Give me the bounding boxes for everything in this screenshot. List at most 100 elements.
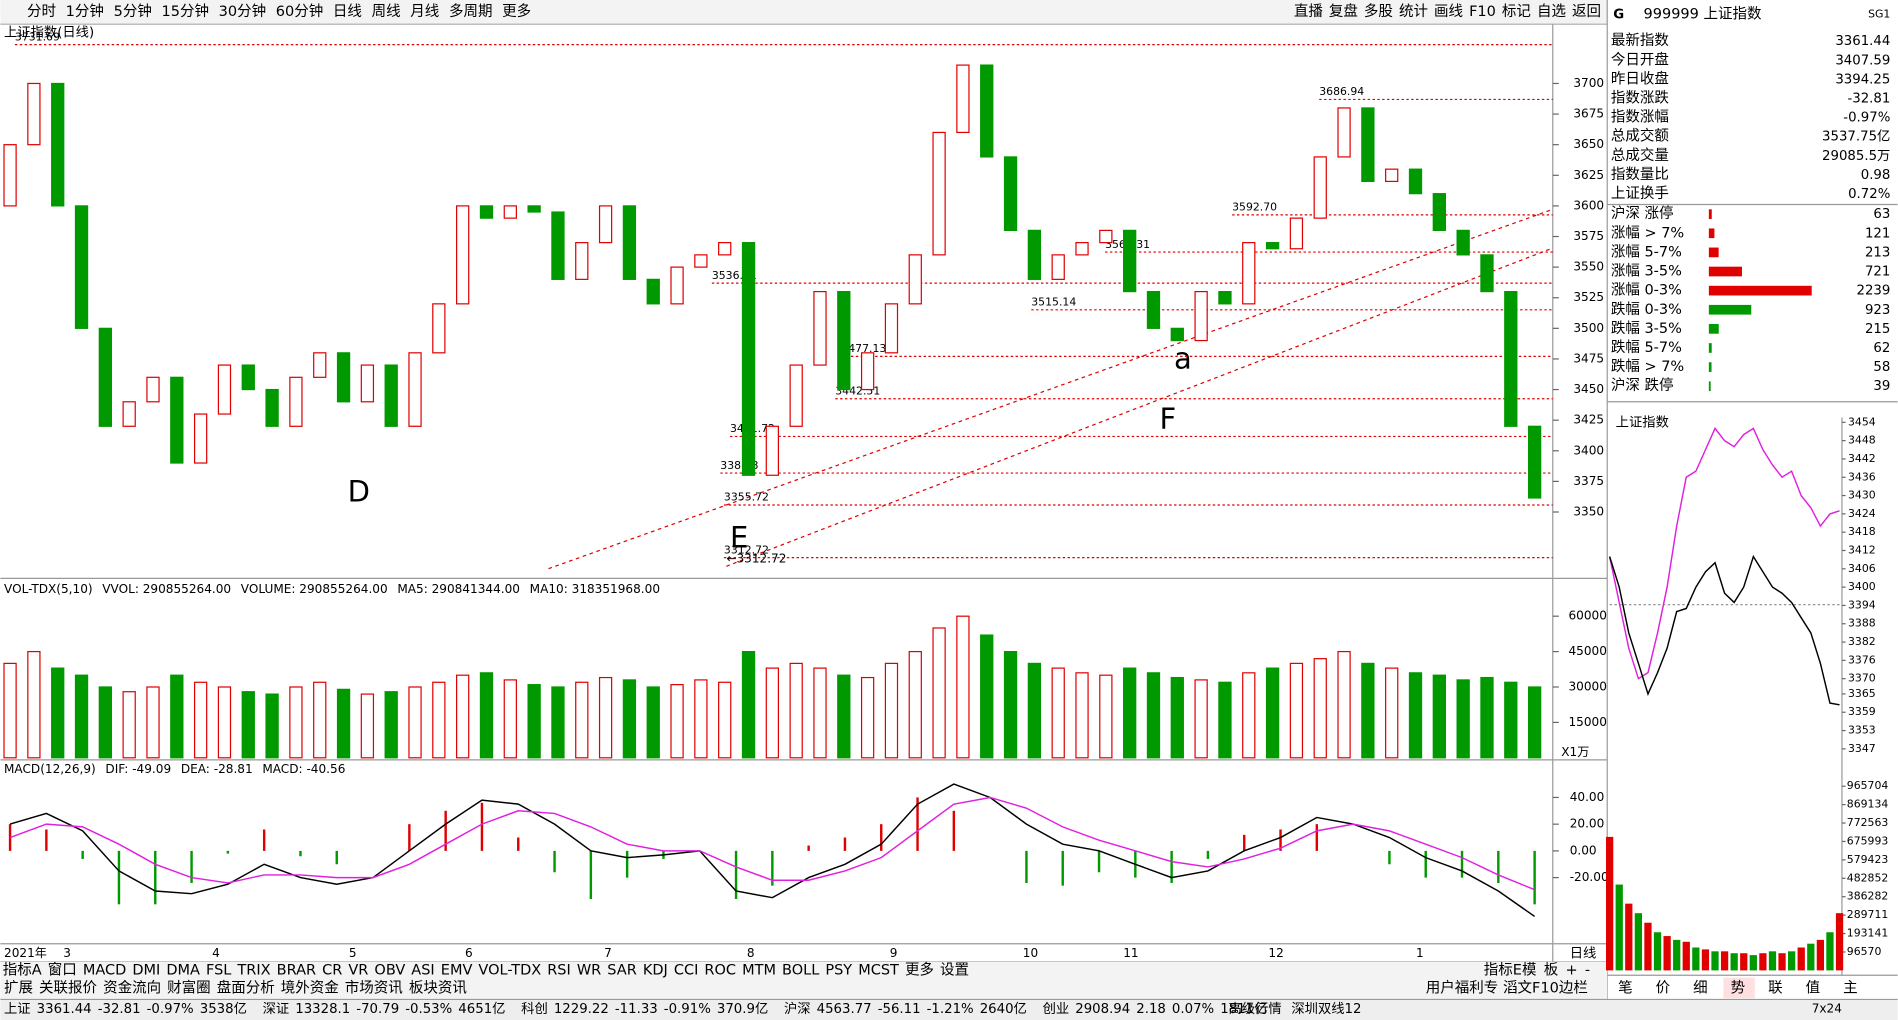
panel-tab[interactable]: 市场资讯 (345, 980, 403, 997)
volume-bar (980, 634, 994, 759)
side-tab[interactable]: 滔文F10边栏 (1503, 980, 1588, 997)
breadth-label: 跌幅 5-7% (1611, 339, 1682, 356)
indicator-tab[interactable]: 指标A (3, 961, 42, 978)
period-tab[interactable]: 多周期 (449, 3, 493, 20)
side-tab[interactable]: 细 (1693, 980, 1707, 997)
indicator-tab[interactable]: MACD (83, 962, 126, 978)
indicator-tab[interactable]: RSI (547, 962, 571, 978)
template-tab[interactable]: 板 (1544, 960, 1559, 978)
indicator-tab[interactable]: DMI (132, 962, 160, 978)
indicator-tab[interactable]: CCI (674, 962, 699, 978)
indicator-tab[interactable]: VOL-TDX (478, 962, 541, 978)
side-tab[interactable]: 值 (1806, 980, 1820, 997)
indicator-tab[interactable]: VR (348, 962, 368, 978)
template-tab[interactable]: - (1585, 962, 1590, 978)
candle (1123, 229, 1137, 293)
period-tab[interactable]: 5分钟 (114, 3, 152, 20)
tool-button[interactable]: 自选 (1537, 3, 1566, 20)
indicator-tab[interactable]: ASI (411, 962, 434, 978)
status-link[interactable]: 高级行情 (1229, 1000, 1282, 1017)
indicator-tab[interactable]: PSY (825, 962, 852, 978)
tool-button[interactable]: F10 (1469, 4, 1496, 20)
indicator-tab[interactable]: SAR (607, 962, 636, 978)
intraday-volume (1615, 884, 1623, 971)
intraday-volume (1826, 932, 1834, 971)
candle (646, 278, 660, 305)
indicator-tab[interactable]: OBV (374, 962, 405, 978)
period-tab[interactable]: 分时 (27, 3, 56, 20)
indicator-tab[interactable]: 设置 (940, 961, 969, 978)
candle (74, 205, 89, 329)
indicator-tab[interactable]: CR (322, 962, 342, 978)
panel-tab[interactable]: 资金流向 (103, 980, 161, 997)
y-tick-label: 193141 (1847, 927, 1889, 940)
indicator-tab[interactable]: 窗口 (48, 960, 77, 978)
status-item: -0.97% (147, 1002, 194, 1017)
side-tab[interactable]: 用户福利专 (1426, 980, 1499, 997)
volume-bar (956, 615, 970, 759)
indicator-tab[interactable]: DMA (166, 962, 200, 978)
low-note: ←3312.72 (726, 552, 786, 566)
template-tab[interactable]: + (1565, 962, 1577, 978)
side-tab[interactable]: 笔 (1618, 980, 1632, 997)
panel-tab[interactable]: 境外资金 (281, 979, 339, 997)
y-tick-label: 45000 (1569, 644, 1607, 658)
period-tab[interactable]: 更多 (502, 3, 531, 20)
volume-bar (51, 667, 65, 759)
side-tab[interactable]: 联 (1768, 980, 1783, 997)
indicator-tab[interactable]: KDJ (643, 962, 668, 978)
indicator-tab[interactable]: BRAR (277, 962, 316, 978)
volume-bar (170, 674, 184, 759)
tool-button[interactable]: 直播 (1294, 3, 1323, 20)
indicator-tab[interactable]: MCST (858, 962, 899, 978)
tool-button[interactable]: 统计 (1399, 3, 1428, 20)
panel-tab[interactable]: 关联报价 (39, 980, 97, 997)
template-tab[interactable]: 指标E模 (1484, 961, 1537, 978)
breadth-value: 58 (1873, 360, 1890, 375)
period-tab[interactable]: 30分钟 (219, 3, 266, 20)
period-tab[interactable]: 日线 (333, 3, 362, 20)
tab-highlight (1723, 977, 1755, 999)
indicator-tab[interactable]: ROC (704, 962, 736, 978)
candle (241, 364, 255, 391)
status-link[interactable]: 深圳双线12 (1291, 1001, 1361, 1017)
tool-button[interactable]: 画线 (1434, 3, 1463, 20)
side-tab[interactable]: 价 (1656, 981, 1671, 997)
quote-label: 总成交额 (1611, 127, 1669, 145)
period-tab[interactable]: 60分钟 (276, 3, 323, 20)
intraday-volume (1673, 939, 1681, 971)
candle (479, 205, 494, 219)
breadth-value: 213 (1865, 245, 1890, 260)
trend-line (548, 208, 1553, 570)
tool-button[interactable]: 多股 (1364, 3, 1393, 20)
side-tab[interactable]: 势 (1731, 980, 1746, 997)
tool-button[interactable]: 标记 (1502, 3, 1531, 20)
panel-tab[interactable]: 扩展 (4, 980, 33, 997)
tool-button[interactable]: 复盘 (1329, 2, 1358, 20)
y-tick-label: 0.00 (1570, 843, 1597, 857)
period-tab[interactable]: 1分钟 (66, 3, 104, 20)
period-tab[interactable]: 15分钟 (162, 3, 209, 20)
indicator-tab[interactable]: EMV (441, 962, 473, 978)
breadth-bar (1708, 362, 1712, 372)
indicator-tab[interactable]: 更多 (905, 961, 934, 978)
quote-value: -32.81 (1847, 91, 1890, 106)
indicator-tab[interactable]: FSL (206, 962, 231, 978)
period-tab[interactable]: 周线 (372, 3, 401, 20)
indicator-tab[interactable]: WR (577, 962, 601, 978)
y-tick-label: 3430 (1848, 489, 1876, 502)
indicator-tab[interactable]: BOLL (782, 962, 819, 978)
tool-button[interactable]: 返回 (1572, 3, 1601, 20)
panel-tab[interactable]: 财富圈 (167, 979, 211, 997)
indicator-tab[interactable]: MTM (742, 962, 776, 978)
status-item: 0.07% (1172, 1002, 1214, 1017)
panel-tab[interactable]: 板块资讯 (409, 979, 467, 997)
volume-bar (1123, 667, 1137, 759)
period-tab[interactable]: 月线 (410, 3, 439, 20)
side-tab[interactable]: 主 (1843, 980, 1857, 997)
breadth-bar (1708, 266, 1742, 277)
volume-bar (884, 662, 899, 759)
indicator-tab[interactable]: TRIX (236, 962, 270, 978)
candle (408, 352, 422, 427)
panel-tab[interactable]: 盘面分析 (217, 979, 275, 997)
